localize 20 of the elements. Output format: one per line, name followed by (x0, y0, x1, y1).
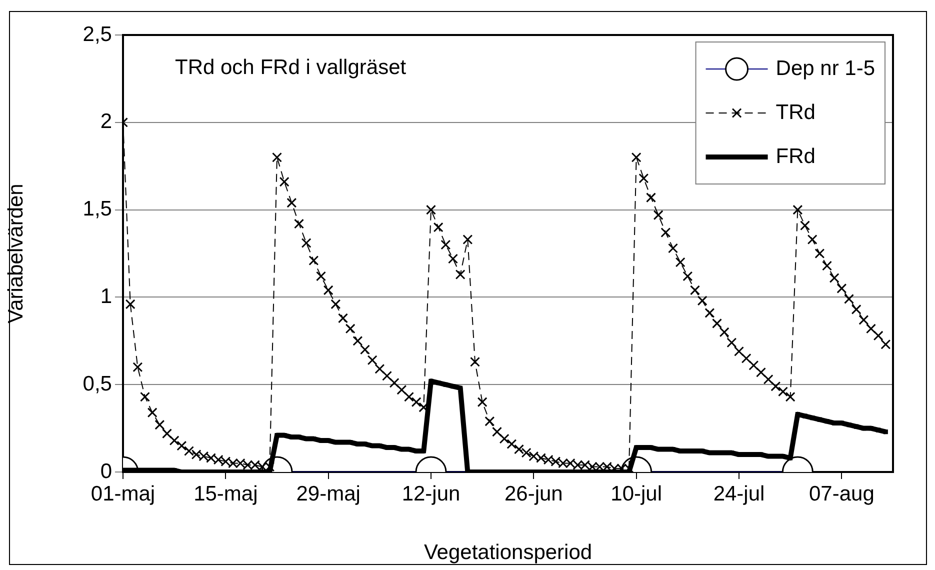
legend-label: Dep nr 1-5 (776, 56, 875, 80)
y-tick-label: 2 (100, 110, 112, 134)
x-tick-label: 01-maj (90, 482, 156, 506)
x-axis-title: Vegetationsperiod (424, 541, 592, 564)
x-tick-label: 29-maj (296, 482, 360, 506)
legend-label: TRd (776, 100, 816, 124)
y-tick-label: 1,5 (82, 198, 112, 221)
x-tick-label: 15-maj (194, 482, 258, 506)
y-tick-label: 2,5 (82, 22, 112, 46)
y-tick-label: 0 (100, 460, 112, 483)
x-tick-label: 26-jun (504, 482, 563, 506)
x-tick-label: 07-aug (808, 482, 874, 506)
x-tick-label: 12-jun (402, 482, 460, 506)
y-tick-label: 1 (100, 284, 112, 308)
x-tick-label: 24-jul (713, 482, 765, 506)
x-tick-label: 10-jul (610, 482, 662, 506)
text: TRd och FRd i vallgräset (175, 56, 406, 79)
y-axis-title: Variabelvärden (4, 184, 28, 324)
y-tick-label: 0,5 (82, 372, 112, 396)
legend-label: FRd (776, 144, 816, 168)
